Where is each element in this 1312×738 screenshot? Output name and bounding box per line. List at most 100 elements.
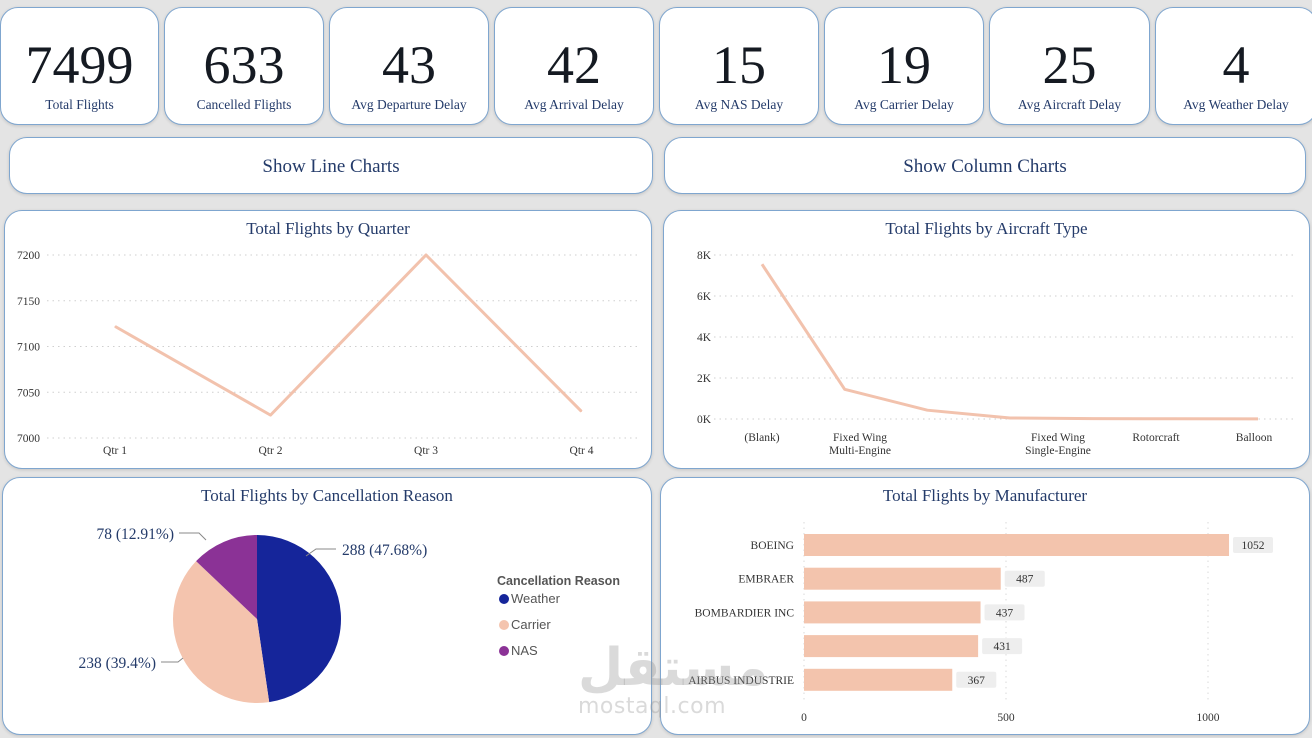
data-point bbox=[270, 414, 271, 416]
legend-marker bbox=[499, 594, 509, 604]
legend-item-weather[interactable]: Weather bbox=[511, 591, 561, 606]
kpi-cancelled-flights: 633 Cancelled Flights bbox=[164, 7, 324, 125]
y-tick-label: 6K bbox=[697, 291, 712, 303]
data-point bbox=[581, 410, 582, 412]
data-point bbox=[114, 325, 116, 327]
kpi-value: 19 bbox=[877, 35, 931, 95]
chart-flights-by-aircraft-type: Total Flights by Aircraft Type 0K 2K 4K 6K 8… bbox=[663, 210, 1310, 469]
chart-title: Total Flights by Quarter bbox=[246, 219, 410, 238]
x-tick-label: Fixed Wing bbox=[1031, 432, 1085, 444]
legend-item-carrier[interactable]: Carrier bbox=[511, 617, 551, 632]
chart-title: Total Flights by Cancellation Reason bbox=[201, 486, 453, 505]
y-tick-label: 7100 bbox=[17, 342, 40, 354]
kpi-label: Avg NAS Delay bbox=[694, 97, 784, 112]
y-tick-label: 4K bbox=[697, 332, 712, 344]
kpi-value: 42 bbox=[547, 35, 601, 95]
show-line-charts-button[interactable]: Show Line Charts bbox=[9, 137, 653, 194]
data-label: 238 (39.4%) bbox=[79, 655, 157, 672]
kpi-value: 7499 bbox=[25, 35, 134, 95]
x-tick-label: 500 bbox=[997, 712, 1015, 724]
kpi-value: 633 bbox=[203, 35, 285, 95]
data-label: 487 bbox=[1016, 574, 1034, 586]
kpi-value: 43 bbox=[382, 35, 436, 95]
kpi-label: Avg Weather Delay bbox=[1183, 97, 1289, 112]
leader-line bbox=[161, 657, 184, 663]
y-tick-label: 7050 bbox=[17, 387, 40, 399]
x-tick-label: Rotorcraft bbox=[1132, 432, 1180, 444]
kpi-avg-departure-delay: 43 Avg Departure Delay bbox=[329, 7, 489, 125]
chart-flights-by-quarter: Total Flights by Quarter 7000 7050 7100 715… bbox=[4, 210, 652, 469]
chart-title: Total Flights by Aircraft Type bbox=[885, 219, 1088, 238]
data-label-bg bbox=[1004, 570, 1045, 587]
y-tick-label: 7200 bbox=[17, 250, 40, 262]
kpi-label: Avg Departure Delay bbox=[351, 97, 467, 112]
legend-item-nas[interactable]: NAS bbox=[511, 643, 538, 658]
series-line bbox=[760, 263, 1259, 421]
pie-slice-weather bbox=[257, 535, 342, 703]
kpi-label: Avg Carrier Delay bbox=[854, 97, 954, 112]
y-tick-label: 0K bbox=[697, 414, 712, 426]
data-label: 431 bbox=[993, 641, 1011, 653]
x-tick-label: Qtr 1 bbox=[103, 445, 127, 457]
pie-slice-carrier bbox=[173, 561, 270, 703]
kpi-avg-carrier-delay: 19 Avg Carrier Delay bbox=[824, 7, 984, 125]
x-tick-label: 0 bbox=[801, 712, 807, 724]
data-label: 288 (47.68%) bbox=[342, 542, 427, 559]
cancellation-pie-chart: 288 (47.68%) 238 (39.4%) 78 (12.91%) Cancel… bbox=[79, 526, 620, 703]
chart-title: Total Flights by Manufacturer bbox=[882, 486, 1088, 505]
x-tick-label: Qtr 2 bbox=[259, 445, 283, 457]
kpi-total-flights: 7499 Total Flights bbox=[0, 7, 159, 125]
kpi-avg-arrival-delay: 42 Avg Arrival Delay bbox=[494, 7, 654, 125]
x-tick-label: Qtr 3 bbox=[414, 445, 438, 457]
y-tick-label: 2K bbox=[697, 373, 712, 385]
data-label-bg bbox=[1233, 537, 1274, 553]
x-tick-label: Balloon bbox=[1236, 432, 1273, 444]
y-tick-label: 8K bbox=[697, 250, 712, 262]
pie-slice-nas bbox=[196, 535, 257, 619]
kpi-value: 15 bbox=[712, 35, 766, 95]
category-label: BOMBARDIER INC bbox=[695, 607, 795, 619]
data-label: 78 (12.91%) bbox=[97, 526, 175, 543]
legend-title: Cancellation Reason bbox=[497, 574, 620, 588]
data-label-bg bbox=[984, 604, 1025, 621]
x-tick-label: Multi-Engine bbox=[829, 445, 891, 457]
y-tick-label: 7150 bbox=[17, 296, 40, 308]
bar bbox=[804, 601, 981, 624]
legend-marker bbox=[499, 646, 509, 656]
kpi-avg-aircraft-delay: 25 Avg Aircraft Delay bbox=[989, 7, 1150, 125]
chart-flights-by-manufacturer: Total Flights by Manufacturer 0 500 1000 BO… bbox=[660, 477, 1310, 735]
x-tick-label: (Blank) bbox=[744, 432, 779, 444]
category-label: EMBRAER bbox=[738, 574, 794, 586]
quarter-line-chart: 7000 7050 7100 7150 7200 Qtr 1 Qtr 2 Qtr 3 Qtr 4 bbox=[17, 250, 638, 457]
bar bbox=[804, 635, 979, 658]
manufacturer-bar-chart: 0 500 1000 BOEING 1052 EMBRAER 487 BOMBARDIER I… bbox=[688, 522, 1274, 724]
bar bbox=[804, 567, 1001, 590]
category-label: BOEING bbox=[751, 540, 794, 552]
y-tick-label: 7000 bbox=[17, 433, 40, 445]
leader-line bbox=[305, 548, 336, 557]
kpi-value: 25 bbox=[1042, 35, 1097, 95]
x-tick-label: Qtr 4 bbox=[570, 445, 594, 457]
kpi-label: Avg Aircraft Delay bbox=[1017, 97, 1122, 112]
x-tick-label: 1000 bbox=[1197, 712, 1220, 724]
kpi-label: Cancelled Flights bbox=[196, 97, 292, 112]
data-point bbox=[425, 254, 427, 256]
bar bbox=[804, 668, 953, 691]
kpi-avg-nas-delay: 15 Avg NAS Delay bbox=[659, 7, 819, 125]
bar bbox=[804, 534, 1230, 556]
kpi-avg-weather-delay: 4 Avg Weather Delay bbox=[1155, 7, 1312, 125]
leader-line bbox=[179, 532, 207, 541]
legend-marker bbox=[499, 620, 509, 630]
data-label: 367 bbox=[968, 675, 986, 687]
data-label: 1052 bbox=[1242, 540, 1265, 552]
data-label-bg bbox=[956, 671, 997, 688]
category-label: AIRBUS INDUSTRIE bbox=[688, 675, 794, 687]
kpi-value: 4 bbox=[1222, 35, 1250, 95]
x-tick-label: Fixed Wing bbox=[833, 432, 887, 444]
data-label-bg bbox=[982, 638, 1023, 655]
kpi-label: Avg Arrival Delay bbox=[524, 97, 624, 112]
kpi-label: Total Flights bbox=[45, 97, 114, 112]
show-column-charts-button[interactable]: Show Column Charts bbox=[664, 137, 1306, 194]
data-label: 437 bbox=[996, 607, 1014, 619]
series-line bbox=[114, 253, 583, 417]
